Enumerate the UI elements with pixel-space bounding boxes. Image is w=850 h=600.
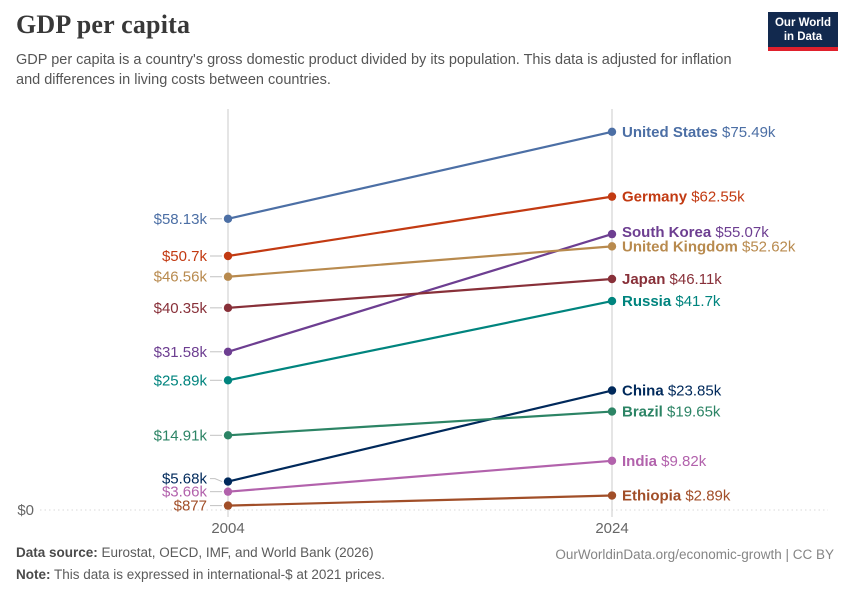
owid-logo: Our World in Data <box>767 12 838 52</box>
data-source-text: Eurostat, OECD, IMF, and World Bank (202… <box>97 545 374 560</box>
country-label-united-kingdom: United Kingdom $52.62k <box>622 238 796 255</box>
point-2004-ethiopia <box>223 501 233 510</box>
right-value-label-south-korea: $55.07k <box>711 224 769 241</box>
point-2024-ethiopia <box>607 491 617 500</box>
series-line-united-kingdom <box>227 245 613 278</box>
left-value-label-united-states: $58.13k <box>154 211 208 228</box>
country-name-united-kingdom: United Kingdom <box>622 238 738 255</box>
country-label-japan: Japan $46.11k <box>622 271 722 288</box>
data-source-line: Data source: Eurostat, OECD, IMF, and Wo… <box>16 545 374 560</box>
note-text: This data is expressed in international-… <box>50 567 385 582</box>
note-line: Note: This data is expressed in internat… <box>16 567 385 582</box>
point-2004-united-states <box>223 214 233 223</box>
series-line-united-states <box>227 130 613 220</box>
right-value-label-germany: $62.55k <box>687 189 745 206</box>
point-2024-india <box>607 456 617 466</box>
country-label-brazil: Brazil $19.65k <box>622 404 721 421</box>
note-label: Note: <box>16 567 51 582</box>
country-name-china: China <box>622 383 664 400</box>
point-2024-germany <box>607 192 617 201</box>
country-name-russia: Russia <box>622 293 672 310</box>
point-2024-united-states <box>607 127 617 136</box>
country-name-united-states: United States <box>622 124 718 141</box>
series-line-germany <box>227 195 613 258</box>
x-tick-label-2004: 2004 <box>211 520 244 537</box>
series-line-brazil <box>227 410 613 437</box>
country-name-india: India <box>622 453 658 470</box>
point-2024-china <box>607 386 617 395</box>
credit-link[interactable]: OurWorldinData.org/economic-growth | CC … <box>555 547 834 562</box>
country-label-germany: Germany $62.55k <box>622 189 745 206</box>
series-line-ethiopia <box>227 494 613 507</box>
country-label-russia: Russia $41.7k <box>622 293 721 310</box>
country-label-ethiopia: Ethiopia $2.89k <box>622 488 731 505</box>
right-value-label-india: $9.82k <box>657 453 707 470</box>
point-2004-japan <box>223 303 233 313</box>
owid-logo-line-1: Our World <box>774 17 831 29</box>
left-value-label-united-kingdom: $46.56k <box>154 269 208 286</box>
point-2024-south-korea <box>607 229 617 239</box>
right-value-label-china: $23.85k <box>664 383 722 400</box>
left-value-label-germany: $50.7k <box>162 248 208 265</box>
country-label-south-korea: South Korea $55.07k <box>622 224 769 241</box>
left-value-label-ethiopia: $877 <box>174 498 207 515</box>
country-label-india: India $9.82k <box>622 453 707 470</box>
left-value-label-russia: $25.89k <box>154 372 208 389</box>
point-2024-russia <box>607 296 617 306</box>
right-value-label-japan: $46.11k <box>665 271 722 288</box>
point-2024-united-kingdom <box>607 242 617 251</box>
point-2004-russia <box>223 376 233 385</box>
left-label-connector-china <box>210 478 223 483</box>
owid-logo-line-2: in Data <box>783 31 823 44</box>
right-value-label-ethiopia: $2.89k <box>681 488 731 505</box>
point-2004-united-kingdom <box>223 272 233 281</box>
point-2004-india <box>223 487 233 496</box>
subtitle-line-1: GDP per capita is a country's gross dome… <box>16 52 732 68</box>
series-line-japan <box>227 277 613 309</box>
point-2004-brazil <box>223 431 233 440</box>
left-value-label-south-korea: $31.58k <box>154 344 208 361</box>
series-line-india <box>227 459 613 493</box>
left-value-label-brazil: $14.91k <box>154 427 208 444</box>
country-name-south-korea: South Korea <box>622 224 712 241</box>
right-value-label-united-kingdom: $52.62k <box>738 238 796 255</box>
country-name-brazil: Brazil <box>622 404 663 421</box>
point-2004-south-korea <box>223 347 233 356</box>
left-value-label-china: $5.68k <box>162 471 208 488</box>
point-2004-germany <box>223 251 233 261</box>
point-2024-brazil <box>607 407 617 416</box>
point-2024-japan <box>607 274 617 284</box>
country-name-japan: Japan <box>622 271 665 288</box>
right-value-label-brazil: $19.65k <box>663 404 721 421</box>
left-value-label-japan: $40.35k <box>154 300 208 317</box>
left-value-label-india: $3.66k <box>162 484 208 501</box>
country-name-germany: Germany <box>622 189 688 206</box>
point-2004-china <box>223 477 233 486</box>
series-line-russia <box>227 300 613 382</box>
country-label-china: China $23.85k <box>622 383 722 400</box>
x-tick-label-2024: 2024 <box>595 520 628 537</box>
country-name-ethiopia: Ethiopia <box>622 488 682 505</box>
zero-axis-label: $0 <box>17 502 34 519</box>
data-source-label: Data source: <box>16 545 98 560</box>
series-line-china <box>227 389 613 483</box>
country-label-united-states: United States $75.49k <box>622 124 776 141</box>
right-value-label-russia: $41.7k <box>671 293 721 310</box>
chart-subtitle: GDP per capita is a country's gross dome… <box>16 51 761 90</box>
subtitle-line-2: and differences in living costs between … <box>16 71 331 88</box>
right-value-label-united-states: $75.49k <box>718 124 776 141</box>
page-title: GDP per capita <box>16 10 191 39</box>
